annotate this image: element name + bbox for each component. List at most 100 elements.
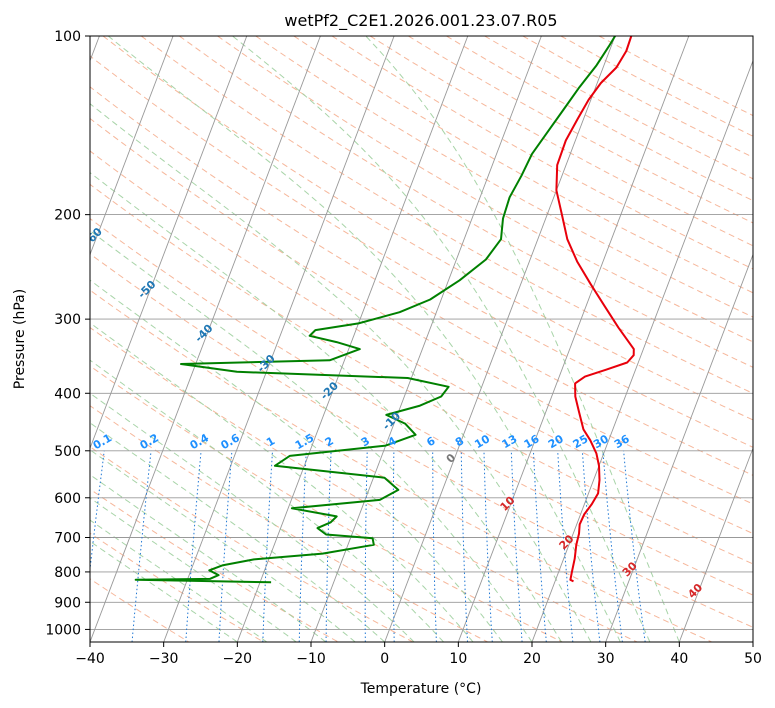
y-tick-label: 300	[54, 312, 81, 328]
x-tick-label: −20	[223, 651, 253, 667]
moist-adiabat	[90, 392, 415, 642]
mixing-ratio-line	[262, 450, 273, 642]
x-tick-label: 30	[597, 651, 615, 667]
isotherm-label: -50	[135, 278, 158, 301]
y-tick-label: 1000	[45, 622, 81, 638]
mixing-ratio-label: 13	[500, 432, 520, 451]
moist-adiabat	[90, 497, 297, 642]
y-tick-label: 700	[54, 531, 81, 547]
mixing-ratio-line	[298, 450, 307, 642]
moist-adiabat	[90, 322, 474, 642]
moist-adiabat	[90, 540, 238, 642]
mixing-ratio-line	[185, 450, 202, 642]
x-tick-label: 0	[380, 651, 389, 667]
dry-adiabat	[408, 36, 753, 224]
mixing-ratio-line	[90, 450, 105, 573]
dry-adiabat	[446, 36, 753, 202]
mixing-ratio-line	[532, 450, 547, 642]
dry-adiabat	[90, 55, 753, 448]
dry-adiabat	[293, 36, 753, 294]
moist-adiabat	[90, 359, 444, 642]
isotherm	[531, 59, 753, 642]
mixing-ratio-label: 6	[424, 434, 437, 449]
y-tick-label: 800	[54, 565, 81, 581]
x-axis-label: Temperature (°C)	[360, 681, 482, 697]
isotherm-label: 40	[685, 581, 705, 601]
y-tick-label: 400	[54, 386, 81, 402]
isotherm	[384, 36, 616, 642]
mixing-ratio-line	[131, 450, 152, 642]
chart-title: wetPf2_C2E1.2026.001.23.07.R05	[284, 11, 557, 31]
dry-adiabat	[522, 36, 753, 158]
mixing-ratio-line	[581, 450, 601, 642]
plot-area: -100-90-80-70-60-50-40-30-20-10010203040…	[28, 36, 753, 642]
profile-lines	[134, 36, 635, 584]
mixing-ratio-line	[325, 450, 332, 642]
mixing-ratio-label: 0.2	[138, 431, 161, 452]
x-tick-label: 20	[523, 651, 541, 667]
mixing-ratio-line	[623, 450, 646, 642]
mixing-ratio-line	[483, 450, 493, 642]
moist-adiabat	[232, 36, 651, 642]
isotherm	[90, 36, 174, 256]
y-axis-ticks: 100 200 300 400 500 600 700 800 900 1000	[45, 29, 90, 638]
isotherm	[236, 36, 469, 642]
moist-adiabat	[90, 449, 356, 642]
dry-adiabat	[140, 36, 753, 394]
dry-adiabat	[90, 578, 190, 642]
dry-adiabat	[90, 405, 488, 642]
x-tick-label: −10	[296, 651, 326, 667]
y-tick-label: 900	[54, 595, 81, 611]
isotherm	[310, 36, 542, 642]
isotherm-label: -60	[82, 225, 105, 248]
mixing-ratio-label: 0.4	[188, 431, 212, 452]
background-lines	[90, 36, 753, 642]
mixing-ratio-line	[392, 450, 395, 642]
x-axis-ticks: −40 −30 −20 −10 0 10 20 30 40 50	[75, 642, 762, 667]
isotherm	[752, 640, 753, 642]
mixing-ratio-line	[557, 450, 574, 642]
isotherm-label: 30	[620, 559, 640, 579]
line-labels: -100-90-80-70-60-50-40-30-20-10010203040…	[28, 173, 706, 601]
y-axis-label: Pressure (hPa)	[12, 289, 28, 389]
y-tick-label: 100	[54, 29, 81, 45]
dry-adiabat	[90, 253, 753, 628]
isotherm	[163, 36, 395, 642]
moist-adiabat	[90, 422, 386, 642]
x-tick-label: 10	[449, 651, 467, 667]
mixing-ratio-label: 36	[612, 432, 632, 451]
dry-adiabat	[90, 488, 339, 642]
mixing-ratio-label: 1	[264, 434, 277, 449]
isotherm	[90, 36, 321, 642]
moist-adiabat	[90, 474, 327, 642]
mixing-ratio-label: 0.6	[218, 431, 242, 452]
moist-adiabat	[90, 279, 503, 642]
moist-adiabat	[90, 172, 562, 642]
moist-adiabat	[90, 103, 592, 642]
x-tick-label: 50	[744, 651, 762, 667]
dry-adiabat	[484, 36, 753, 180]
x-tick-label: −30	[149, 651, 179, 667]
moist-adiabat	[365, 36, 680, 642]
mixing-ratio-label: 1.5	[293, 431, 316, 452]
mixing-ratio-line	[510, 450, 523, 642]
temperature-profile	[555, 36, 635, 583]
y-tick-label: 500	[54, 444, 81, 460]
moist-adiabat	[90, 229, 533, 642]
y-tick-label: 200	[54, 208, 81, 224]
isotherm	[457, 36, 690, 642]
isotherm-label: -10	[380, 409, 403, 432]
isotherm-label: -70	[28, 173, 51, 196]
isotherm-label: -40	[192, 321, 215, 344]
dry-adiabat	[331, 36, 753, 270]
mixing-ratio-line	[602, 450, 623, 642]
isotherm	[678, 446, 753, 642]
moist-adiabat	[90, 519, 268, 642]
y-tick-label: 600	[54, 491, 81, 507]
dewpoint-profile	[134, 36, 616, 584]
dry-adiabat	[90, 365, 563, 642]
mixing-ratio-label: 16	[522, 432, 542, 451]
isotherm	[90, 36, 248, 450]
x-tick-label: −40	[75, 651, 105, 667]
